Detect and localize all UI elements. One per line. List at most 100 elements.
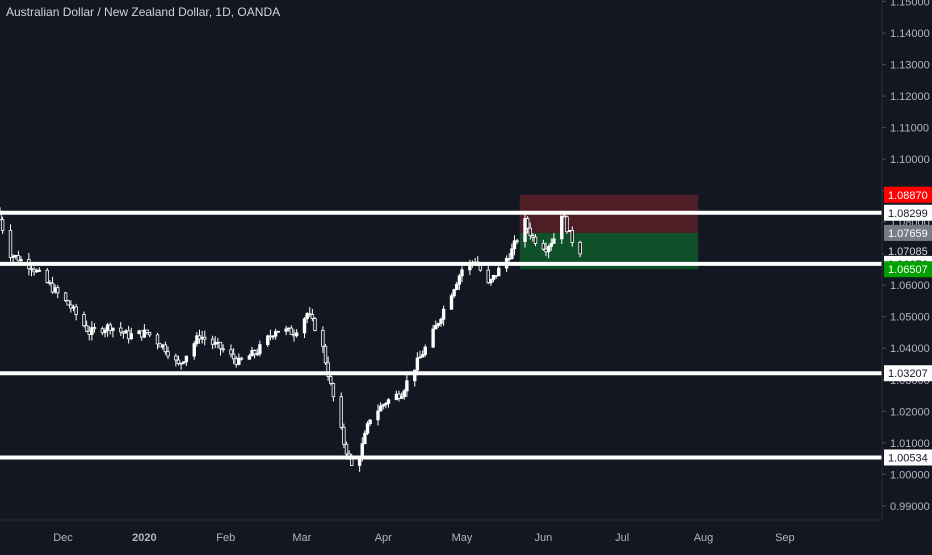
- candle-body: [48, 282, 52, 284]
- candle-body: [284, 328, 288, 332]
- candle-body: [213, 342, 217, 345]
- candle-body: [192, 343, 196, 357]
- y-tick-label: 1.15000: [890, 0, 930, 9]
- price-label-box: [884, 261, 932, 278]
- candle-body: [512, 240, 517, 250]
- candle-body: [16, 255, 21, 262]
- x-tick-label: Sep: [775, 532, 795, 544]
- candle-body: [210, 338, 215, 345]
- candle-body: [84, 325, 89, 332]
- candle-body: [302, 318, 307, 334]
- candle-body: [528, 227, 532, 236]
- x-tick-label: Apr: [375, 532, 392, 544]
- candle-body: [544, 248, 548, 253]
- candle-body: [140, 330, 144, 338]
- candle-body: [292, 334, 296, 337]
- candle-body: [329, 376, 333, 384]
- candle-body: [234, 358, 238, 365]
- y-tick-label: 0.99000: [890, 501, 930, 513]
- candle-body: [489, 279, 493, 284]
- candle-body: [344, 443, 349, 455]
- candle-body: [35, 269, 39, 273]
- candle-body: [289, 327, 294, 335]
- candle-body: [129, 333, 133, 340]
- candle-body: [478, 264, 483, 271]
- candle-body: [294, 332, 299, 337]
- candle-body: [158, 343, 162, 348]
- candle-body: [258, 344, 262, 355]
- candle-body: [486, 269, 490, 284]
- candle-body: [510, 248, 514, 260]
- candle-body: [182, 361, 186, 364]
- x-tick-label: Jun: [535, 532, 553, 544]
- candle-body: [174, 355, 178, 361]
- price-label-box: [884, 365, 932, 382]
- candle-body: [455, 283, 459, 291]
- candle-body: [179, 362, 183, 365]
- price-label: 1.06507: [888, 264, 928, 276]
- candle-body: [121, 331, 126, 334]
- candle-body: [74, 306, 78, 315]
- candle-body: [218, 341, 223, 350]
- y-tick-label: 1.05000: [890, 312, 930, 324]
- candle-body: [66, 300, 70, 306]
- candle-body: [50, 282, 55, 293]
- candle-body: [53, 287, 57, 293]
- candle-body: [255, 353, 259, 356]
- candle-body: [441, 308, 446, 320]
- y-tick-label: 1.12000: [890, 91, 930, 103]
- price-label-box: [884, 186, 932, 203]
- price-label: 1.07659: [888, 228, 928, 240]
- candle-body: [562, 215, 567, 218]
- y-tick-label: 1.01000: [890, 438, 930, 450]
- candle-body: [163, 344, 168, 353]
- candle-body: [567, 229, 572, 233]
- candle-body: [268, 335, 273, 338]
- candle-body: [250, 350, 254, 357]
- candle-body: [552, 238, 556, 244]
- candle-body: [147, 332, 152, 336]
- y-tick-label: 1.11000: [890, 123, 929, 135]
- candle-body: [105, 324, 110, 331]
- x-tick-label: Mar: [292, 532, 311, 544]
- candle-body: [415, 357, 420, 371]
- candle-body: [405, 380, 409, 392]
- y-tick-label: 1.00000: [890, 469, 930, 481]
- candle-body: [531, 235, 535, 238]
- candle-body: [570, 229, 574, 243]
- candle-body: [155, 334, 160, 345]
- candle-body: [197, 335, 202, 340]
- candle-body: [434, 325, 438, 330]
- candle-body: [368, 419, 372, 425]
- candle-body: [560, 215, 564, 240]
- candle-body: [321, 330, 325, 347]
- candle-body: [326, 362, 330, 377]
- x-tick-label: Jul: [615, 532, 629, 544]
- candle-body: [339, 396, 343, 428]
- candle-body: [37, 269, 42, 272]
- candle-body: [541, 243, 546, 250]
- candle-body: [515, 240, 519, 243]
- candle-body: [305, 313, 309, 320]
- candle-body: [449, 295, 454, 310]
- price-label: 1.00534: [888, 452, 928, 464]
- candle-body: [497, 267, 501, 277]
- y-tick-label: 1.10000: [890, 154, 930, 166]
- candle-body: [436, 323, 441, 326]
- candle-body: [363, 432, 367, 445]
- candle-body: [252, 350, 257, 355]
- candle-body: [111, 327, 115, 331]
- candle-body: [103, 329, 107, 334]
- candle-body: [0, 219, 5, 231]
- y-tick-label: 1.14000: [890, 28, 930, 40]
- candle-body: [29, 268, 34, 271]
- candle-body: [413, 369, 417, 382]
- candle-body: [384, 403, 388, 406]
- candle-body: [82, 314, 86, 327]
- candle-body: [491, 274, 496, 280]
- candle-body: [119, 327, 123, 333]
- candle-body: [394, 393, 399, 401]
- candle-body: [357, 458, 362, 466]
